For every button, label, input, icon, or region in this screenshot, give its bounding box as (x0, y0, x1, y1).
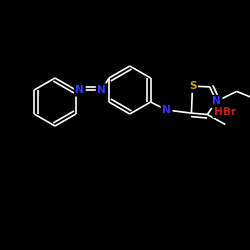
Text: N: N (76, 85, 84, 95)
Text: Br: Br (224, 107, 236, 117)
Text: N: N (98, 85, 106, 95)
Text: S: S (189, 81, 196, 91)
Text: H: H (214, 107, 222, 117)
Text: N: N (212, 96, 221, 106)
Text: N: N (162, 105, 171, 115)
